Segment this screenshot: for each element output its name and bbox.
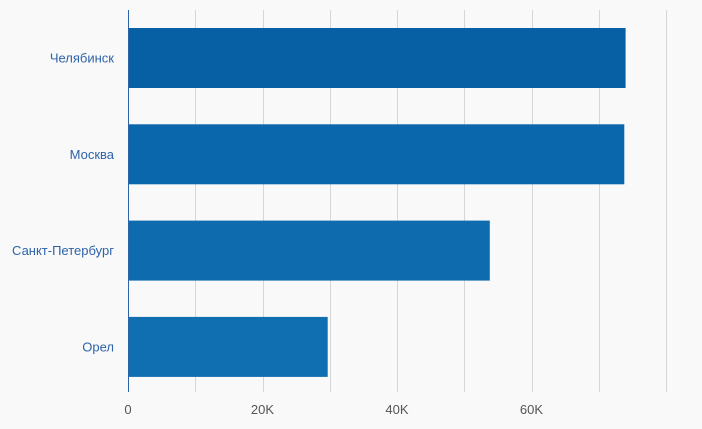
x-tick-label: 0 bbox=[124, 402, 131, 417]
bar-4[interactable] bbox=[128, 316, 328, 377]
category-labels: Челябинск Москва Санкт-Петербург Орел bbox=[12, 51, 115, 355]
x-tick-label: 40K bbox=[385, 402, 408, 417]
bar-1[interactable] bbox=[128, 28, 626, 88]
bars bbox=[128, 28, 626, 377]
category-label: Санкт-Петербург bbox=[12, 243, 114, 258]
bar-3[interactable] bbox=[128, 220, 490, 281]
category-label: Челябинск bbox=[50, 51, 114, 66]
category-label: Москва bbox=[70, 147, 115, 162]
x-tick-label: 20K bbox=[251, 402, 274, 417]
bar-2[interactable] bbox=[128, 124, 625, 185]
category-label: Орел bbox=[82, 339, 114, 354]
x-tick-labels: 0 20K 40K 60K bbox=[124, 402, 543, 417]
x-tick-label: 60K bbox=[520, 402, 543, 417]
